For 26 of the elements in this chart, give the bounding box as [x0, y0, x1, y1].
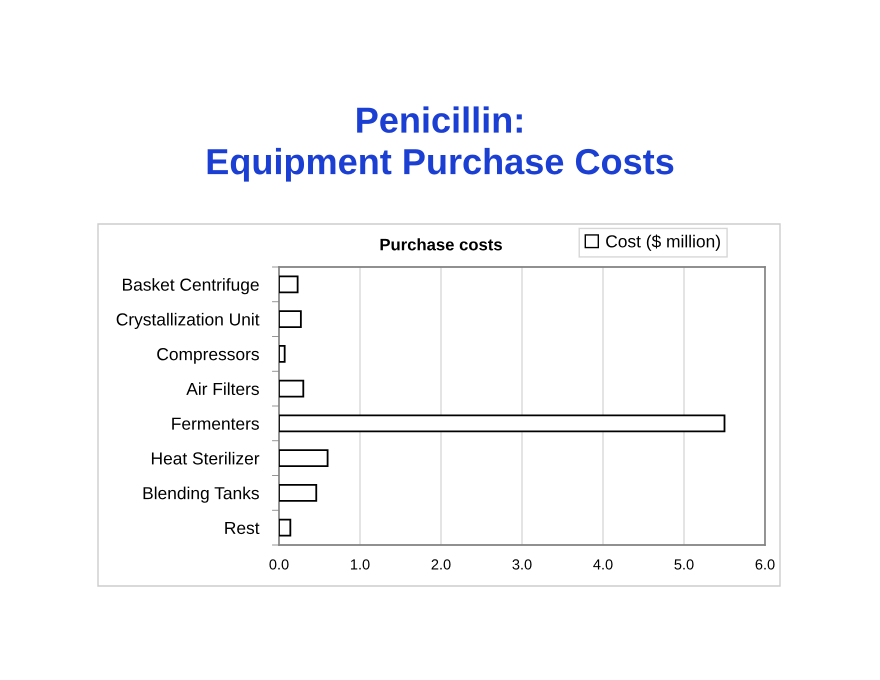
y-tick-label: Air Filters: [186, 382, 259, 396]
bar: [279, 310, 302, 328]
x-tick-label: 1.0: [350, 559, 370, 570]
x-tick-label: 5.0: [674, 559, 694, 570]
x-tick-label: 6.0: [756, 559, 775, 570]
bar: [279, 380, 304, 398]
y-tick-label: Compressors: [157, 348, 259, 364]
bar: [279, 275, 299, 294]
y-tick-label: Crystallization Unit: [116, 312, 260, 330]
y-tick-label: Fermenters: [172, 418, 259, 430]
x-tick-label: 3.0: [512, 559, 532, 570]
chart-title: Penicillin: Equipment Purchase Costs: [208, 106, 674, 182]
bar: [279, 484, 318, 502]
y-tick-label: Heat Sterilizer: [152, 452, 260, 465]
chart-subtitle: Purchase costs: [380, 238, 502, 250]
y-tick-label: Rest: [225, 522, 260, 534]
bar: [279, 344, 286, 363]
x-tick-label: 2.0: [432, 559, 451, 570]
y-tick-label: Blending Tanks: [144, 486, 259, 503]
bar: [279, 518, 292, 537]
bar: [279, 449, 329, 468]
x-tick-label: 4.0: [593, 559, 613, 570]
x-tick-label: 0.0: [269, 559, 289, 570]
bar: [279, 414, 726, 432]
y-tick-label: Basket Centrifuge: [122, 278, 259, 294]
legend-label: Cost ($ million): [606, 234, 720, 251]
